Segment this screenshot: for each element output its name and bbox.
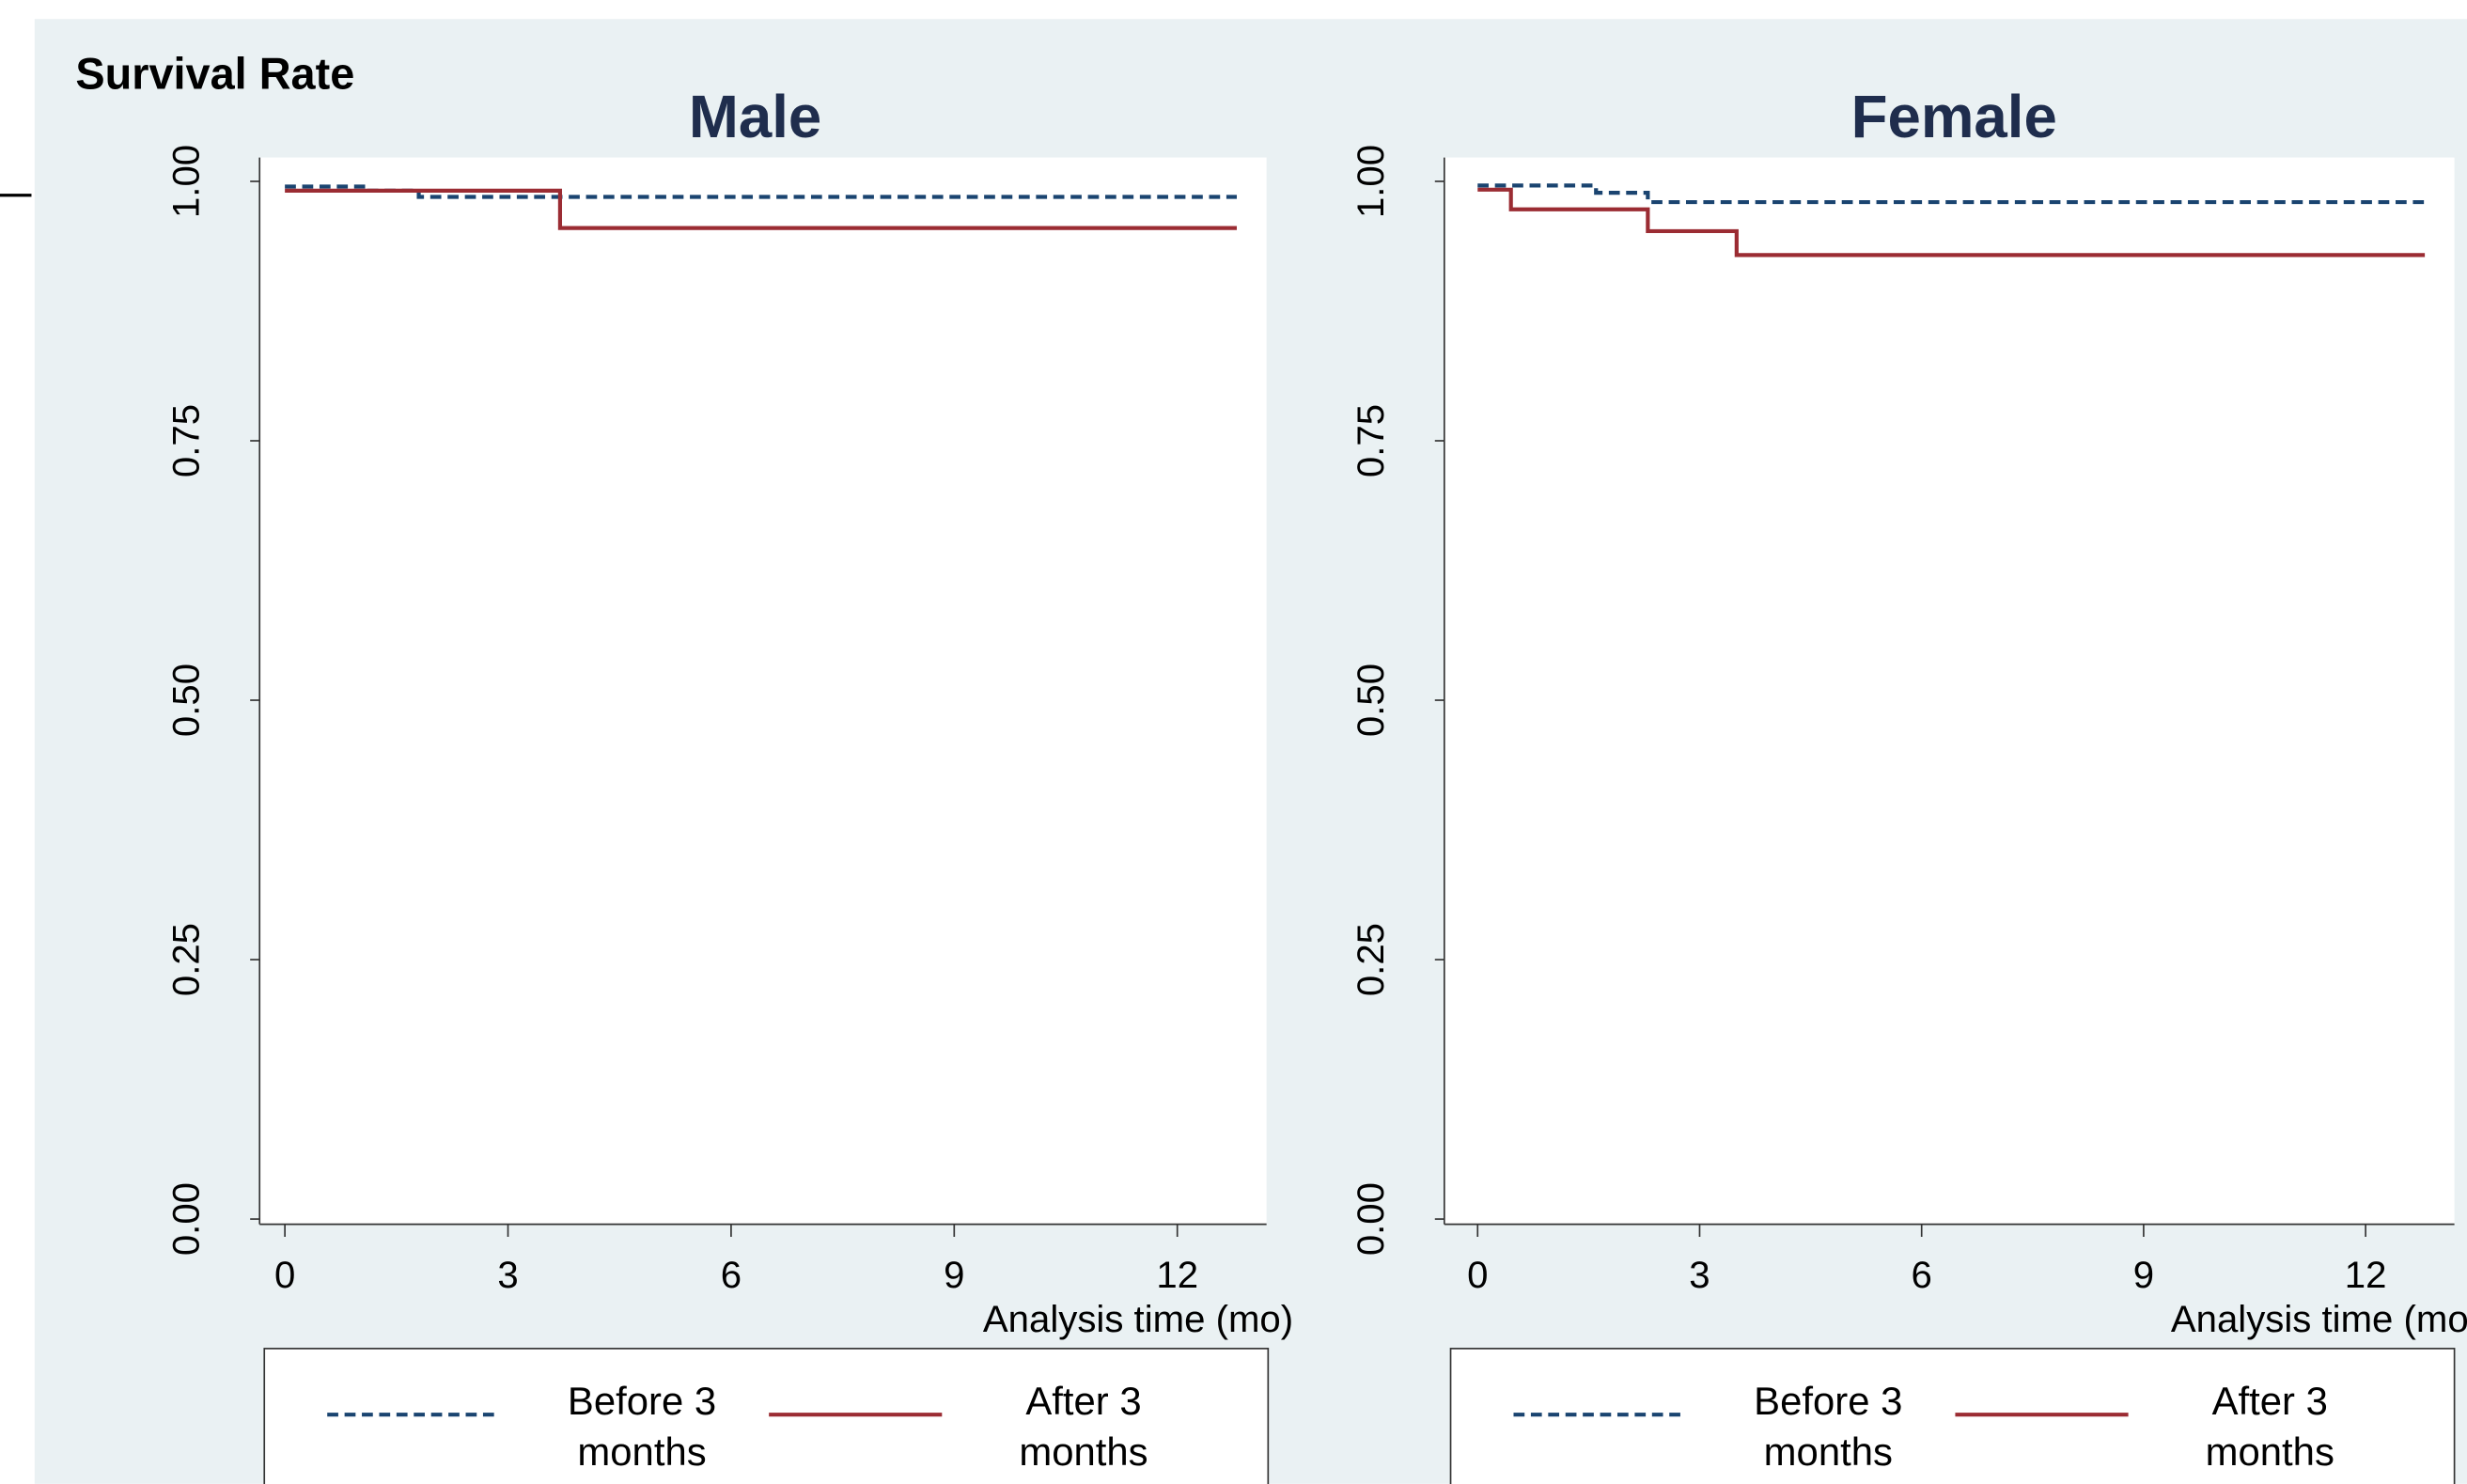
- y-tick-label: 0.00: [1350, 1182, 1392, 1256]
- y-tick-label: 0.75: [1350, 404, 1392, 477]
- x-tick-label: 0: [1467, 1254, 1488, 1296]
- legend-label-box: Before 3 months: [567, 1380, 717, 1475]
- x-tick-label: 6: [721, 1254, 742, 1296]
- y-tick-label: 0.25: [165, 923, 208, 996]
- survival-curve: [1477, 187, 2426, 258]
- y-tick-label: 0.00: [165, 1182, 208, 1256]
- plot-area: [1444, 157, 2455, 1225]
- y-tick-label: 1.00: [1350, 145, 1392, 218]
- page-title: Survival Rate: [75, 50, 354, 99]
- y-tick-label: 0.50: [1350, 664, 1392, 737]
- x-tick-label: 9: [2133, 1254, 2154, 1296]
- x-tick-label: 9: [944, 1254, 964, 1296]
- x-tick-label: 6: [1912, 1254, 1932, 1296]
- survival-curve: [285, 188, 1238, 230]
- x-tick-label: 3: [497, 1254, 518, 1296]
- x-axis-title: Analysis time (mo): [2171, 1298, 2467, 1340]
- x-tick-label: 0: [274, 1254, 295, 1296]
- x-tick-label: 12: [2345, 1254, 2387, 1296]
- legend-label: Before 3 months: [1754, 1380, 1903, 1475]
- y-tick-label: 0.75: [165, 404, 208, 477]
- panel-title: Male: [689, 84, 821, 150]
- x-tick-label: 12: [1156, 1254, 1198, 1296]
- legend-label-box: After 3 months: [1019, 1380, 1148, 1475]
- legend-label: After 3 months: [1019, 1380, 1148, 1475]
- x-tick-label: 3: [1689, 1254, 1710, 1296]
- survival-curve: [1477, 183, 2426, 205]
- panel-title: Female: [1851, 84, 2057, 150]
- legend-label: After 3 months: [2205, 1380, 2334, 1475]
- legend-label-box: After 3 months: [2205, 1380, 2334, 1475]
- y-tick-label: 1.00: [165, 145, 208, 218]
- plot-area: [259, 157, 1267, 1225]
- legend-label-box: Before 3 months: [1754, 1380, 1903, 1475]
- y-tick-label: 0.25: [1350, 923, 1392, 996]
- legend-label: Before 3 months: [567, 1380, 717, 1475]
- x-axis-title: Analysis time (mo): [983, 1298, 1293, 1340]
- y-tick-label: 0.50: [165, 664, 208, 737]
